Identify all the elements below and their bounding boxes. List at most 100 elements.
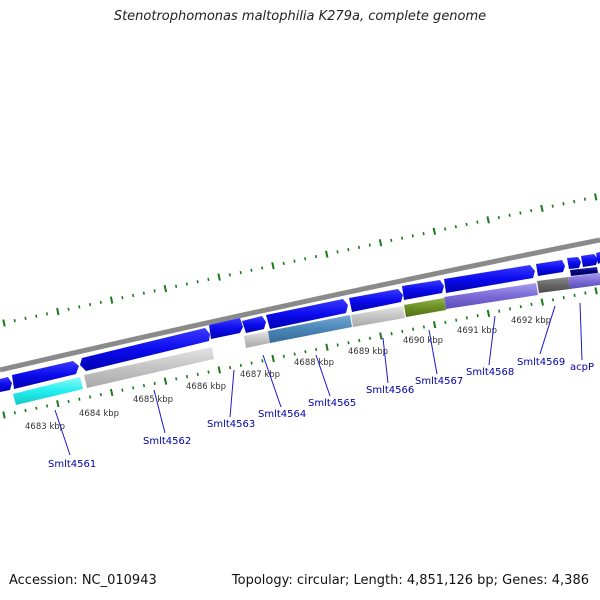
forward-gene-arrow xyxy=(80,328,210,371)
minor-tick xyxy=(444,227,447,231)
minor-tick xyxy=(153,381,156,386)
outer-tick-ring xyxy=(2,193,598,327)
gene-block-purple xyxy=(568,273,600,289)
minor-tick xyxy=(261,359,264,363)
minor-tick xyxy=(13,411,16,415)
major-tick xyxy=(109,388,114,397)
scale-label: 4692 kbp xyxy=(511,316,551,326)
minor-tick xyxy=(35,314,38,318)
minor-tick xyxy=(465,222,468,227)
minor-tick xyxy=(422,325,425,329)
scale-label: 4686 kbp xyxy=(186,382,226,392)
minor-tick xyxy=(239,363,242,367)
minor-tick xyxy=(89,303,92,307)
minor-tick xyxy=(229,365,232,370)
forward-gene-arrow xyxy=(444,265,535,293)
major-tick xyxy=(109,296,114,304)
minor-tick xyxy=(314,254,318,259)
minor-tick xyxy=(454,225,457,229)
major-tick xyxy=(217,273,221,281)
minor-tick xyxy=(508,307,512,311)
minor-tick xyxy=(228,273,231,277)
gene-block-grey xyxy=(351,306,405,327)
leader-line xyxy=(428,329,438,375)
forward-gene-arrow xyxy=(402,280,444,300)
minor-tick xyxy=(121,388,124,392)
major-tick xyxy=(325,343,329,351)
gene-block-cyan xyxy=(13,377,83,405)
minor-tick xyxy=(196,372,199,376)
genome-backbone xyxy=(0,237,600,373)
leader-line xyxy=(262,354,282,408)
minor-tick xyxy=(465,316,468,320)
scale-label: 4691 kbp xyxy=(457,326,497,336)
major-tick xyxy=(594,287,598,295)
minor-tick xyxy=(304,257,307,261)
scale-label: 4684 kbp xyxy=(79,409,119,419)
scale-label: 4688 kbp xyxy=(294,358,334,368)
major-tick xyxy=(163,377,168,385)
minor-tick xyxy=(175,377,178,381)
minor-tick xyxy=(78,397,81,401)
gene-label-smlt4564[interactable]: Smlt4564 xyxy=(258,409,306,420)
gene-label-smlt4566[interactable]: Smlt4566 xyxy=(366,385,414,396)
gene-label-smlt4563[interactable]: Smlt4563 xyxy=(207,419,255,430)
minor-tick xyxy=(497,215,500,220)
gene-label-smlt4568[interactable]: Smlt4568 xyxy=(466,367,514,378)
scale-label: 4687 kbp xyxy=(240,370,280,380)
minor-tick xyxy=(207,277,210,282)
minor-tick xyxy=(562,202,565,206)
minor-tick xyxy=(551,204,554,208)
forward-gene-arrow xyxy=(581,254,598,267)
minor-tick xyxy=(99,393,102,397)
minor-tick xyxy=(583,197,587,201)
minor-tick xyxy=(185,282,188,286)
minor-tick xyxy=(508,213,511,217)
major-tick xyxy=(163,284,168,293)
leader-line xyxy=(579,302,583,361)
gene-labels: Smlt4561 Smlt4562 Smlt4563 Smlt4564 Smlt… xyxy=(48,357,594,470)
minor-tick xyxy=(519,211,522,215)
major-tick xyxy=(594,193,598,201)
forward-strand-track xyxy=(0,252,600,392)
gene-label-smlt4562[interactable]: Smlt4562 xyxy=(143,436,191,447)
minor-tick xyxy=(185,374,189,379)
minor-tick xyxy=(24,316,27,321)
minor-tick xyxy=(132,293,135,298)
minor-tick xyxy=(282,261,285,266)
major-tick xyxy=(2,319,6,327)
minor-tick xyxy=(239,270,242,275)
major-tick xyxy=(486,309,491,318)
major-tick xyxy=(378,239,383,247)
scale-label: 4689 kbp xyxy=(348,347,388,357)
gene-label-smlt4569[interactable]: Smlt4569 xyxy=(517,357,565,368)
gene-block-navy xyxy=(570,267,598,276)
minor-tick xyxy=(46,404,49,408)
minor-tick xyxy=(562,295,565,300)
gene-label-smlt4567[interactable]: Smlt4567 xyxy=(415,376,463,387)
leader-line xyxy=(539,305,556,355)
minor-tick xyxy=(401,329,404,334)
scale-labels: 4683 kbp 4684 kbp 4685 kbp 4686 kbp 4687… xyxy=(25,316,551,432)
minor-tick xyxy=(207,370,210,374)
minor-tick xyxy=(250,268,253,272)
minor-tick xyxy=(196,280,199,284)
minor-tick xyxy=(401,236,404,240)
major-tick xyxy=(379,332,383,340)
leader-line xyxy=(229,369,235,418)
minor-tick xyxy=(498,309,501,313)
major-tick xyxy=(2,411,6,419)
major-tick xyxy=(217,366,221,374)
gene-block-steelblue xyxy=(268,315,352,343)
gene-label-smlt4561[interactable]: Smlt4561 xyxy=(48,459,96,470)
gene-label-smlt4565[interactable]: Smlt4565 xyxy=(308,398,356,409)
minor-tick xyxy=(357,245,361,249)
scale-label: 4683 kbp xyxy=(25,422,65,432)
minor-tick xyxy=(530,209,533,213)
gene-block-grey xyxy=(244,331,270,348)
gene-block-darkgrey xyxy=(537,277,570,293)
minor-tick xyxy=(444,320,447,325)
minor-tick xyxy=(390,238,393,243)
gene-label-acpp[interactable]: acpP xyxy=(570,362,594,373)
